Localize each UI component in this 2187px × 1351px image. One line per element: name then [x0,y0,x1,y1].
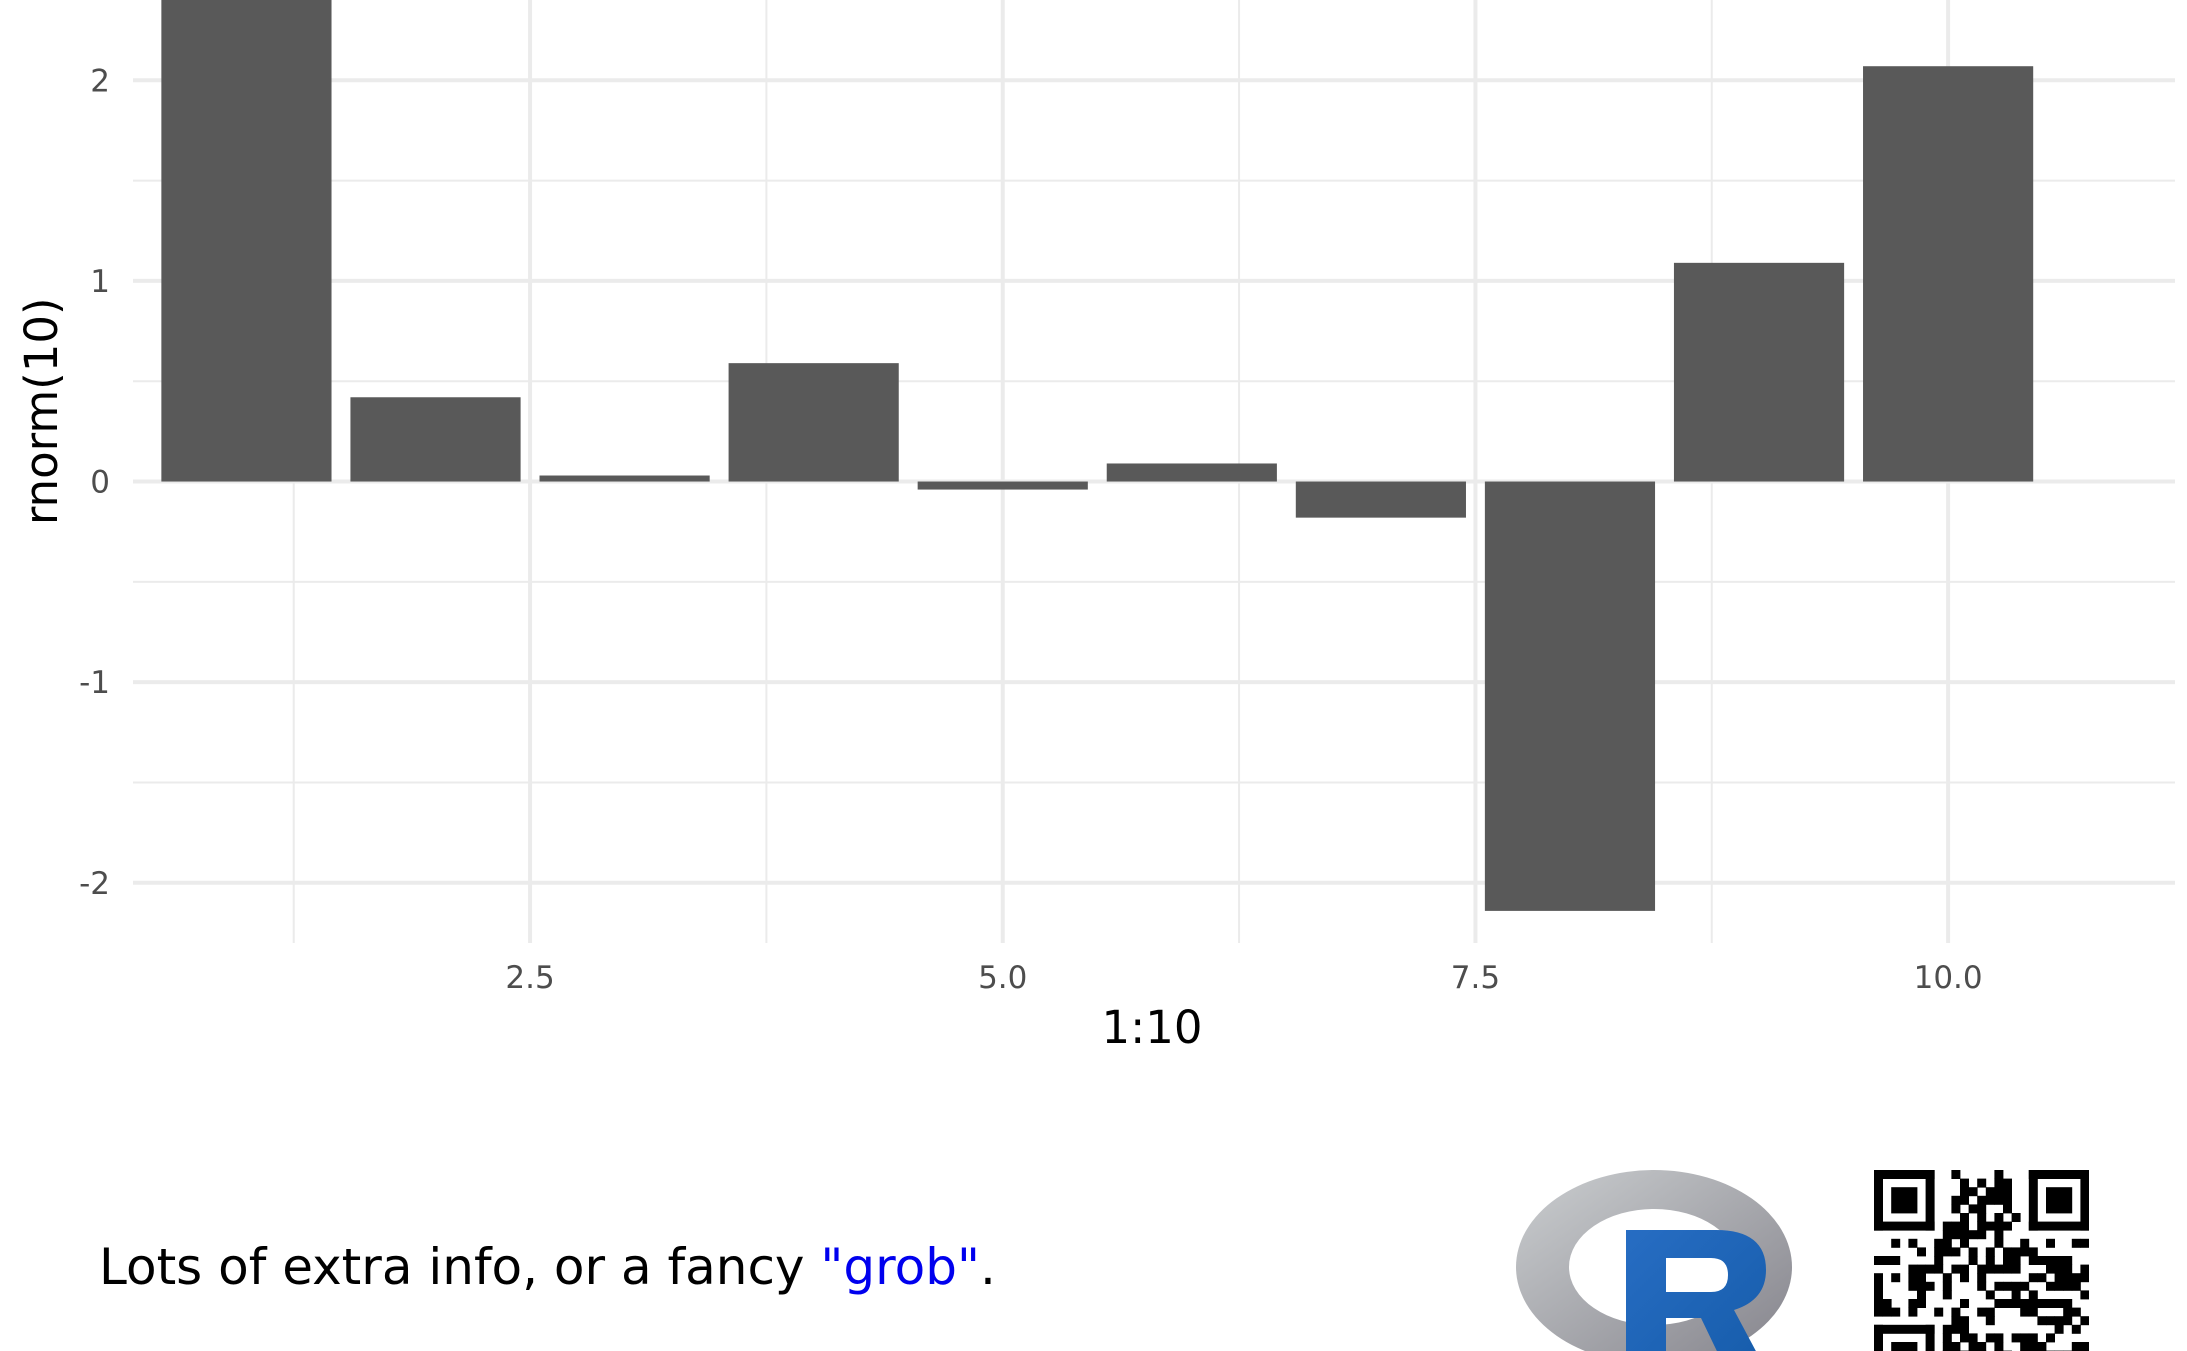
footer-text-after: . [979,1238,996,1296]
footer-caption: Lots of extra info, or a fancy "grob". [99,1242,996,1292]
footer-text-before: Lots of extra info, or a fancy [99,1238,821,1296]
x-tick-label: 10.0 [1914,960,1983,996]
y-tick-label: -2 [79,866,110,902]
x-tick-label: 2.5 [505,960,554,996]
bar-4 [728,363,899,482]
y-tick-label: 1 [90,264,110,300]
x-tick-label: 7.5 [1451,960,1500,996]
bar-1 [161,0,332,482]
y-tick-label: 2 [90,63,110,99]
y-tick-label: -1 [79,665,110,701]
r-logo-icon [1516,1170,1792,1351]
bar-8 [1484,481,1656,911]
bar-10 [1863,66,2034,482]
qr-code-icon [1874,1170,2089,1351]
y-axis-title: rnorm(10) [15,297,68,525]
y-tick-label: 0 [90,465,110,501]
x-axis-title: 1:10 [1101,1001,1202,1054]
bars [161,0,2034,911]
bar-5 [917,481,1088,490]
bar-9 [1673,262,1845,482]
bar-6 [1106,463,1277,482]
tick-labels: 2 1 0 -1 -2 2.5 5.0 7.5 10.0 [79,63,1983,996]
footer-grob-highlight: "grob" [820,1238,980,1296]
bar-2 [350,397,521,482]
bar-3 [539,475,710,482]
bar-7 [1295,481,1466,518]
x-tick-label: 5.0 [978,960,1027,996]
